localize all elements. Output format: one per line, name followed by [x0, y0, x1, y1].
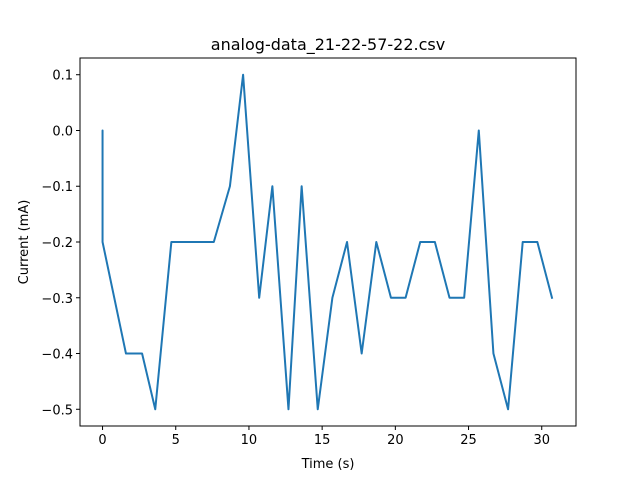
y-tick-label: −0.4 — [41, 348, 73, 363]
y-tick-label: −0.1 — [41, 180, 73, 195]
series-line-0 — [101, 73, 554, 411]
x-tick-label: 0 — [98, 433, 106, 448]
x-axis-label: Time (s) — [301, 457, 355, 472]
chart-title: analog-data_21-22-57-22.csv — [211, 35, 445, 55]
y-tick-label: 0.0 — [52, 124, 73, 139]
y-tick-label: 0.1 — [52, 69, 73, 84]
x-tick-label: 15 — [314, 433, 331, 448]
plot-area: 0 5 10 15 20 25 30 −0.5 −0.4 −0.3 −0.2 −0.1 0.0 0.1 — [41, 57, 577, 448]
x-tick-label: 30 — [533, 433, 550, 448]
x-tick-label: 20 — [387, 433, 404, 448]
x-tick-label: 10 — [241, 433, 258, 448]
y-tick-label: −0.2 — [41, 236, 73, 251]
y-tick-label: −0.5 — [41, 403, 73, 418]
x-tick-label: 25 — [460, 433, 477, 448]
y-axis-label: Current (mA) — [17, 200, 32, 285]
y-tick-label: −0.3 — [41, 292, 73, 307]
x-tick-label: 5 — [172, 433, 180, 448]
